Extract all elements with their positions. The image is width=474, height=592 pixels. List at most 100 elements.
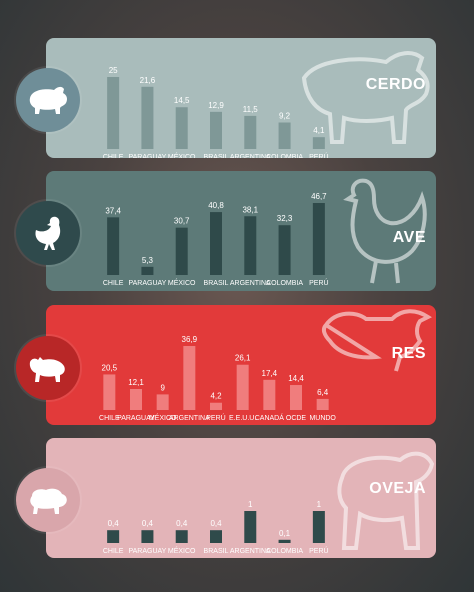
oveja-icon-circle [16,468,80,532]
ave-chart: 37,4 CHILE 5,3 PARAGUAY 30,7 MÉXICO 40,8 BRASIL… [103,192,329,287]
ave-value-label-1: 5,3 [142,256,154,265]
cerdo-category-label-1: PARAGUAY [128,154,166,158]
cerdo-value-label-0: 25 [109,66,118,75]
res-bar-8 [316,398,329,410]
cerdo-panel: CERDO 25 CHILE 21,6 PARAGUAY 14,5 MÉXICO 12,9 B… [46,38,436,158]
ave-value-label-4: 38,1 [242,205,258,214]
cerdo-value-label-1: 21,6 [140,76,156,85]
ave-category-label-6: PERÚ [309,278,328,287]
cerdo-icon-circle [16,68,80,132]
res-chart: 20,5 CHILE 12,1 PARAGUAY 9 MÉXICO 36,9 ARGENTIN… [99,335,336,422]
cerdo-bar-5 [278,122,291,149]
ave-category-label-0: CHILE [103,280,124,287]
chicken-outline-icon [343,178,427,284]
oveja-value-label-1: 0,4 [142,519,154,528]
bull-outline-icon [321,309,432,372]
res-value-label-1: 12,1 [128,378,144,387]
res-bar-2 [156,394,169,410]
res-panel: RES 20,5 CHILE 12,1 PARAGUAY 9 MÉXICO 36,9 ARGE… [46,305,436,425]
cerdo-category-label-4: ARGENTINA [230,154,271,158]
res-category-label-8: MUNDO [309,415,336,422]
res-value-label-3: 36,9 [182,335,198,344]
oveja-category-label-4: ARGENTINA [230,548,271,555]
res-value-label-6: 17,4 [262,369,278,378]
oveja-title: OVEJA [369,480,426,497]
cerdo-bar-3 [210,111,222,149]
res-bar-3 [183,346,196,410]
cerdo-value-label-5: 9,2 [279,112,291,121]
oveja-panel: OVEJA 0,4 CHILE 0,4 PARAGUAY 0,4 MÉXICO 0,4 BRA… [46,438,436,558]
cerdo-category-label-6: PERÚ [309,152,328,158]
oveja-bar-0 [107,530,120,543]
pig-icon [29,86,67,114]
res-category-label-2: MÉXICO [149,413,177,422]
res-value-label-4: 4,2 [210,392,222,401]
res-category-label-5: E.E.U.U. [229,415,256,422]
cerdo-title: CERDO [365,76,426,93]
cerdo-bar-2 [175,107,188,149]
res-value-label-0: 20,5 [102,363,118,372]
ave-value-label-3: 40,8 [208,201,224,210]
ave-category-label-3: BRASIL [204,280,229,287]
ave-value-label-5: 32,3 [277,214,293,223]
ave-value-label-0: 37,4 [105,206,121,215]
oveja-chart: 0,4 CHILE 0,4 PARAGUAY 0,4 MÉXICO 0,4 BRASIL 1 AR… [103,500,329,555]
ave-value-label-6: 46,7 [311,192,327,201]
res-title: RES [391,345,426,362]
cerdo-value-label-3: 12,9 [208,101,224,110]
oveja-category-label-5: COLOMBIA [266,548,303,555]
cerdo-category-label-2: MÉXICO [168,152,196,158]
ave-bar-5 [278,225,291,275]
cerdo-value-label-2: 14,5 [174,96,190,105]
ave-icon-circle [16,201,80,265]
res-category-label-4: PERÚ [206,413,225,422]
pig-outline-icon [301,51,430,144]
oveja-value-label-5: 0,1 [279,529,291,538]
cerdo-category-label-5: COLOMBIA [266,154,303,158]
oveja-bar-2 [175,530,188,543]
oveja-value-label-0: 0,4 [108,519,120,528]
oveja-category-label-1: PARAGUAY [128,548,166,555]
oveja-bar-6 [312,511,325,543]
ave-value-label-2: 30,7 [174,217,190,226]
ave-category-label-1: PARAGUAY [128,280,166,287]
res-bar-7 [290,385,302,410]
cerdo-bar-0 [107,77,120,149]
res-category-label-3: ARGENTINA [169,415,210,422]
res-value-label-8: 6,4 [317,388,329,397]
res-bar-5 [236,364,249,410]
oveja-category-label-6: PERÚ [309,546,328,555]
res-value-label-2: 9 [160,383,165,392]
ave-bar-1 [141,266,154,275]
ave-bar-0 [107,217,120,275]
res-value-label-5: 26,1 [235,354,251,363]
res-bar-6 [263,379,276,410]
ave-panel: AVE 37,4 CHILE 5,3 PARAGUAY 30,7 MÉXICO 40,8 BR… [46,171,436,291]
res-icon-circle [16,336,80,400]
ave-category-label-5: COLOMBIA [266,280,303,287]
res-bar-0 [103,374,116,410]
res-category-label-6: CANADÁ [255,413,285,422]
oveja-bar-4 [244,511,257,543]
res-bar-1 [130,389,142,410]
res-category-label-0: CHILE [99,415,120,422]
bull-icon [29,357,65,382]
res-category-label-1: PARAGUAY [117,415,155,422]
oveja-bar-1 [141,530,154,543]
cerdo-bar-4 [244,115,257,149]
cerdo-category-label-0: CHILE [103,154,124,158]
ave-title: AVE [392,229,426,246]
oveja-category-label-2: MÉXICO [168,546,196,555]
res-value-label-7: 14,4 [288,374,304,383]
ave-category-label-4: ARGENTINA [230,280,271,287]
oveja-bar-3 [210,530,222,543]
cerdo-bar-6 [312,137,325,149]
ave-bar-3 [210,212,222,275]
cerdo-value-label-4: 11,5 [243,105,259,114]
ave-bar-6 [312,203,325,275]
oveja-category-label-3: BRASIL [204,548,229,555]
chicken-icon [35,216,61,250]
ave-category-label-2: MÉXICO [168,278,196,287]
res-category-label-7: OCDE [286,415,307,422]
oveja-value-label-3: 0,4 [210,519,222,528]
